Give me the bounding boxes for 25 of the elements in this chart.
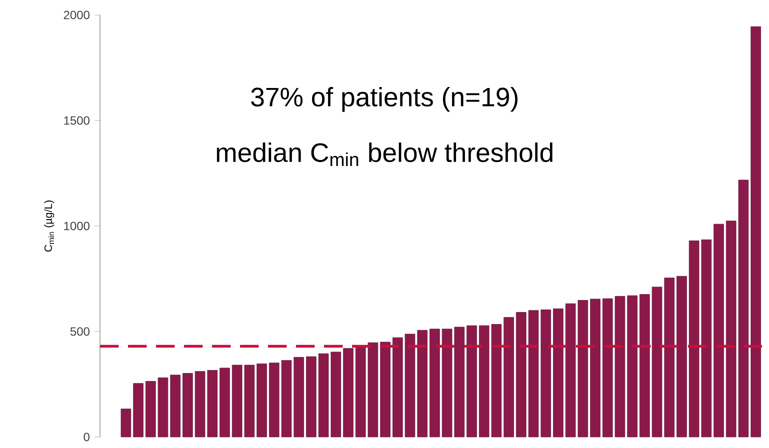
bar	[504, 317, 514, 438]
bar	[750, 26, 761, 438]
bar	[120, 408, 132, 438]
bar	[466, 325, 477, 438]
bar	[182, 373, 193, 438]
y-tick-label: 500	[70, 327, 90, 336]
annotation: 37% of patients (n=19)	[251, 86, 518, 112]
bar	[343, 348, 354, 438]
bar	[133, 383, 144, 438]
bar	[256, 364, 267, 438]
bar	[553, 308, 564, 438]
bar	[714, 224, 724, 438]
bar	[380, 342, 390, 438]
bar	[220, 368, 230, 438]
y-axis-title: C$_{min}$ (µg/L)	[44, 200, 54, 252]
bar	[627, 295, 638, 438]
annotation: median C$_{min}$ below threshold	[216, 142, 552, 166]
bar	[676, 276, 687, 438]
bar	[430, 328, 440, 438]
y-tick-label: 0	[84, 432, 90, 442]
bar	[306, 356, 316, 438]
y-tick-label: 2000	[64, 10, 90, 20]
y-tick-label: 1500	[64, 116, 90, 125]
y-tick-label: 1000	[64, 222, 90, 230]
bar	[590, 298, 600, 438]
